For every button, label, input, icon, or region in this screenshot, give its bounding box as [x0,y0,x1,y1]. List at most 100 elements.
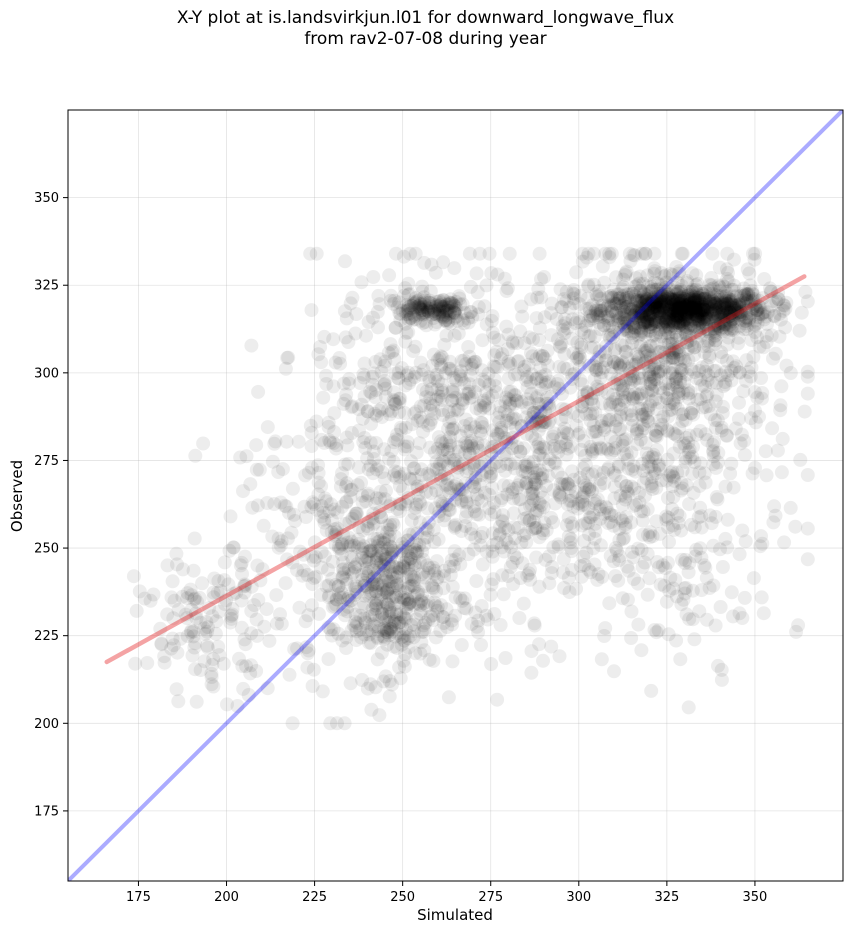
data-point [542,576,557,591]
data-point [643,306,658,321]
reference-lines [68,110,843,881]
data-point [585,311,600,326]
data-point [628,289,642,303]
data-point [741,287,756,301]
data-point [483,587,498,602]
data-point [637,315,652,330]
data-point [664,330,679,345]
data-point [674,316,688,331]
data-point [487,330,502,345]
data-point [311,458,326,473]
data-point [644,294,659,309]
data-point [473,538,488,553]
data-point [621,324,636,339]
data-point [696,302,711,317]
data-point [631,320,646,335]
data-point [634,325,649,339]
data-point [561,477,576,492]
data-point [566,291,581,306]
data-point [716,320,731,335]
data-point [610,287,625,302]
data-point [739,318,754,333]
data-point [688,293,703,307]
data-point [767,308,782,323]
data-point [640,315,655,330]
data-point [717,301,732,316]
data-point [345,290,360,305]
data-point [666,392,681,407]
data-point [452,291,467,306]
data-point [680,293,695,308]
data-point [699,310,714,325]
data-point [537,310,552,325]
data-point [681,309,696,324]
data-point [703,282,718,297]
data-point [697,466,712,481]
data-point [713,310,728,325]
data-point [695,288,710,303]
data-point [626,572,641,586]
data-point [755,536,770,551]
data-point [624,631,639,645]
data-point [749,303,764,318]
data-point [709,296,724,311]
data-point [658,297,673,312]
data-point [595,298,610,313]
data-point [711,455,725,470]
data-point [696,297,711,312]
data-point [688,294,703,309]
data-point [725,300,740,315]
data-point [499,284,514,298]
data-point [670,316,685,331]
data-point [626,248,641,262]
data-point [670,297,685,312]
data-point [524,292,538,307]
data-point [639,302,654,317]
data-point [664,292,679,307]
data-point [715,305,730,320]
data-point [722,305,737,320]
data-point [635,401,649,416]
data-point [675,279,689,293]
data-point [683,296,698,311]
data-point [665,518,680,533]
data-point [723,466,738,481]
data-point [340,438,355,453]
data-point [377,623,392,638]
data-point [651,286,666,301]
data-point [687,301,702,316]
data-point [652,395,667,410]
data-point [650,301,665,315]
data-point [646,307,661,322]
data-point [689,278,704,293]
data-point [649,296,664,310]
data-point [714,349,729,364]
data-point [447,520,462,535]
data-point [670,314,685,329]
data-point [515,309,530,324]
data-point [211,639,226,654]
data-point [629,300,644,315]
data-point [686,295,701,310]
data-point [662,300,677,315]
data-point [188,448,203,463]
data-point [673,314,688,329]
data-point [690,321,705,335]
data-point [647,300,662,314]
data-point [625,316,639,331]
data-point [664,292,679,307]
data-point [644,683,659,698]
data-point [686,312,701,327]
data-point [722,309,737,324]
data-point [652,297,667,312]
data-point [418,615,433,630]
data-point [647,314,662,328]
data-point [647,290,662,305]
data-point [593,472,608,487]
data-point [695,400,710,415]
data-point [644,294,659,309]
data-point [440,303,455,318]
data-point [685,285,700,300]
data-point [681,445,696,459]
data-point [311,606,326,621]
